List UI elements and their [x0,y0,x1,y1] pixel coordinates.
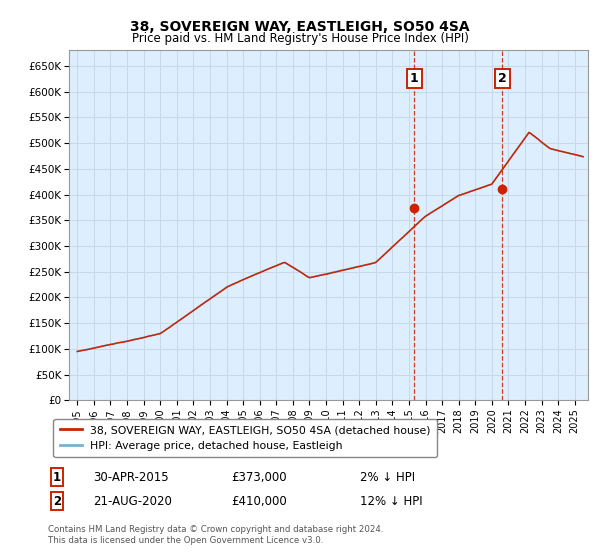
Text: 2% ↓ HPI: 2% ↓ HPI [360,470,415,484]
Text: Contains HM Land Registry data © Crown copyright and database right 2024.
This d: Contains HM Land Registry data © Crown c… [48,525,383,545]
Text: 2: 2 [53,494,61,508]
Text: 38, SOVEREIGN WAY, EASTLEIGH, SO50 4SA: 38, SOVEREIGN WAY, EASTLEIGH, SO50 4SA [130,20,470,34]
Text: 1: 1 [53,470,61,484]
Legend: 38, SOVEREIGN WAY, EASTLEIGH, SO50 4SA (detached house), HPI: Average price, det: 38, SOVEREIGN WAY, EASTLEIGH, SO50 4SA (… [53,419,437,457]
Text: 21-AUG-2020: 21-AUG-2020 [93,494,172,508]
Text: 30-APR-2015: 30-APR-2015 [93,470,169,484]
Text: 2: 2 [498,72,507,85]
Text: £410,000: £410,000 [231,494,287,508]
Text: £373,000: £373,000 [231,470,287,484]
Text: Price paid vs. HM Land Registry's House Price Index (HPI): Price paid vs. HM Land Registry's House … [131,32,469,45]
Text: 1: 1 [410,72,419,85]
Text: 12% ↓ HPI: 12% ↓ HPI [360,494,422,508]
